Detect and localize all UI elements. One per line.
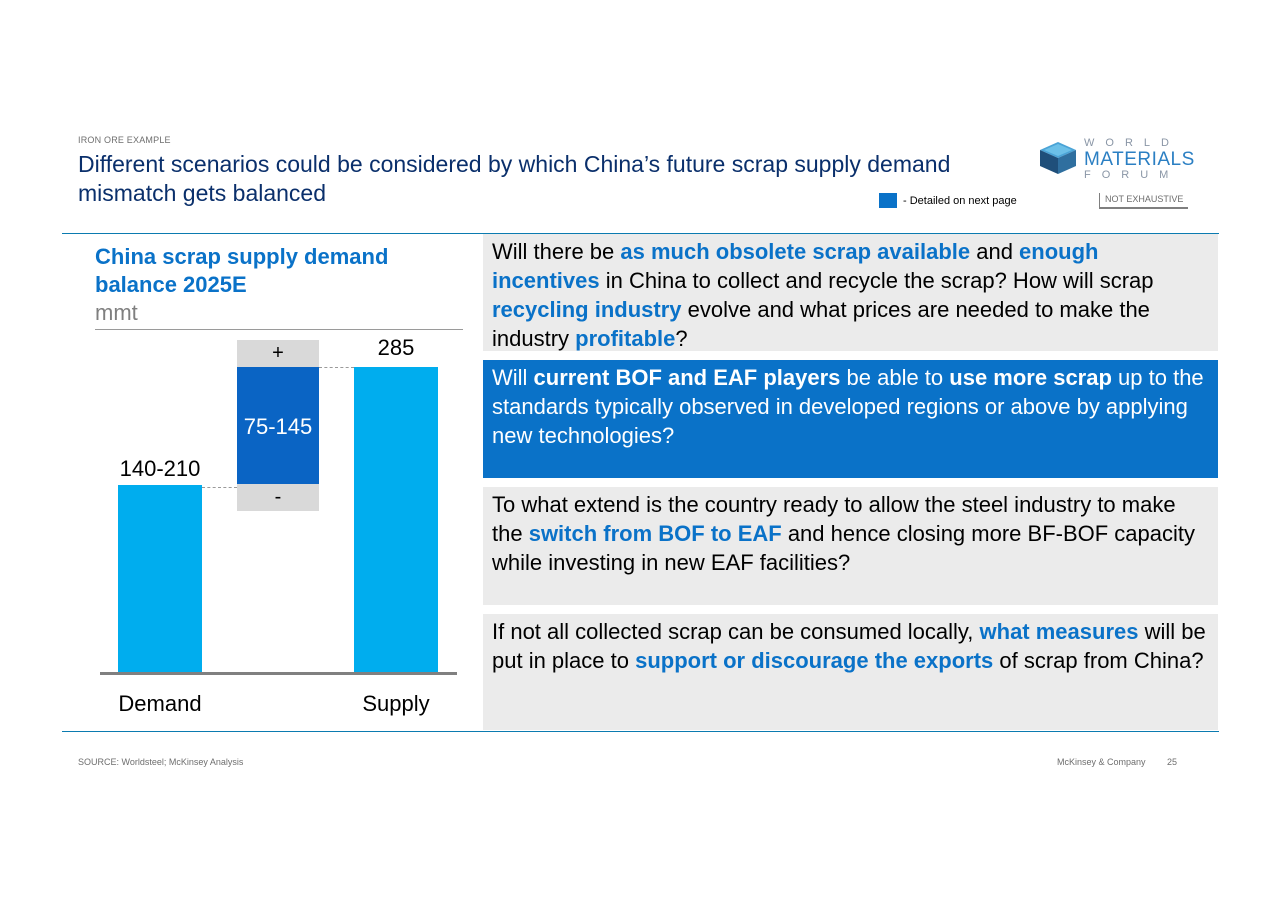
question-highlight: what measures [979,619,1139,644]
question-text: If not all collected scrap can be consum… [492,619,980,644]
question-highlight: use more scrap [949,365,1112,390]
question-box-3: To what extend is the country ready to a… [483,487,1218,605]
question-text: ? [675,326,688,351]
logo-materials-text: MATERIALS [1084,149,1195,170]
question-text: and hence closing more BF-BOF capacity w… [492,521,1195,575]
question-text: and [970,239,1020,264]
question-text: Will [492,365,534,390]
question-text: up to the standards typically observed i… [492,365,1204,448]
question-text: of scrap from China? [993,648,1204,673]
not-exhaustive-badge: NOT EXHAUSTIVE [1099,193,1189,209]
question-box-1: Will there be as much obsolete scrap ava… [483,234,1218,351]
gap-value-label: 75-145 [243,414,313,439]
world-materials-forum-logo: WORLD MATERIALS FORUM [1038,137,1203,181]
question-text: be able to [840,365,950,390]
question-text: in China to collect and recycle the scra… [599,268,1154,293]
legend-label: - Detailed on next page [903,194,1017,207]
chart-unit: mmt [95,300,138,325]
question-highlight: recycling industry [492,297,682,322]
supply-bar [354,367,438,673]
demand-value-label: 140-210 [119,456,201,481]
chart-title-rule [95,329,463,330]
minus-box: - [237,484,319,511]
supply-connector-line [319,367,354,368]
question-highlight: profitable [575,326,676,351]
logo-world-text: WORLD [1084,137,1180,149]
gap-bar [237,367,319,484]
question-box-4: If not all collected scrap can be consum… [483,614,1218,730]
demand-connector-line [202,487,237,488]
demand-category-label: Demand [118,691,202,716]
bottom-divider [62,731,1219,732]
question-text: Will there be [492,239,621,264]
chart-baseline [100,672,457,675]
question-highlight: current BOF and EAF players [533,365,841,390]
question-highlight: support or discourage the exports [635,648,994,673]
question-text: evolve and what prices are needed to mak… [492,297,1150,351]
source-note: SOURCE: Worldsteel; McKinsey Analysis [78,757,244,767]
top-divider [62,233,1219,234]
legend: - Detailed on next page [879,193,1017,208]
page-number: 25 [1167,757,1178,767]
demand-bar [118,485,202,673]
legend-swatch [879,193,897,208]
question-box-2: Will current BOF and EAF players be able… [483,360,1218,478]
question-highlight: as much obsolete scrap available [620,239,971,264]
chart-title: China scrap supply demand balance 2025E [95,244,389,297]
page-title: Different scenarios could be considered … [78,151,951,206]
tracker-label: IRON ORE EXAMPLE [78,135,171,145]
question-highlight: enough incentives [492,239,1099,293]
logo-forum-text: FORUM [1084,169,1180,181]
question-highlight: switch from BOF to EAF [528,521,782,546]
cube-logo-icon [1040,142,1076,174]
company-name: McKinsey & Company [1057,757,1146,767]
supply-value-label: 285 [377,335,415,360]
question-text: will be put in place to [492,619,1206,673]
plus-box: + [237,340,319,367]
question-text: To what extend is the country ready to a… [492,492,1176,546]
supply-category-label: Supply [362,691,430,716]
